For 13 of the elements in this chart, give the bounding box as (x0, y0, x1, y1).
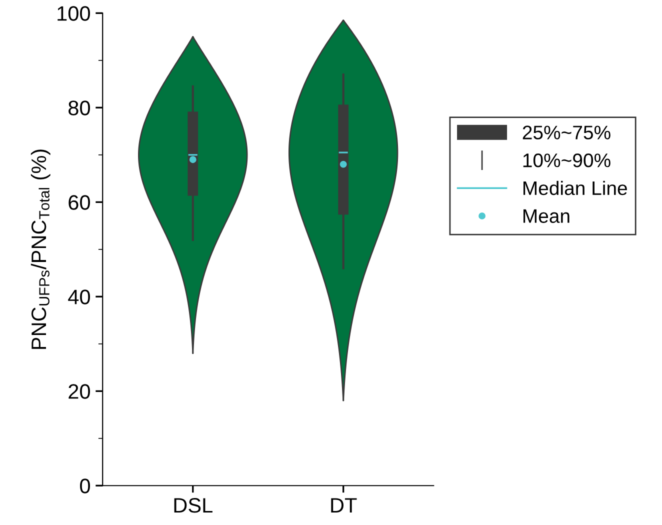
y-tick-label: 80 (68, 100, 90, 116)
text: Median Line (523, 180, 627, 196)
text: Mean (523, 209, 570, 223)
legend-label: 25%~75% (522, 126, 610, 140)
y-axis-title: PNC$_{UFPs}$/PNC$_{Total}$ (%) (30, 150, 50, 349)
y-tick-label: 0 (80, 478, 90, 494)
x-tick-label: DT (331, 498, 357, 513)
x-tick-label: DSL (174, 498, 212, 513)
y-tick-label: 100 (58, 6, 90, 21)
y-tick-label: 40 (68, 290, 90, 304)
y-tick-label: 60 (68, 195, 90, 210)
text: 10%~90% (523, 153, 610, 168)
y-tick-label: 20 (68, 384, 90, 399)
